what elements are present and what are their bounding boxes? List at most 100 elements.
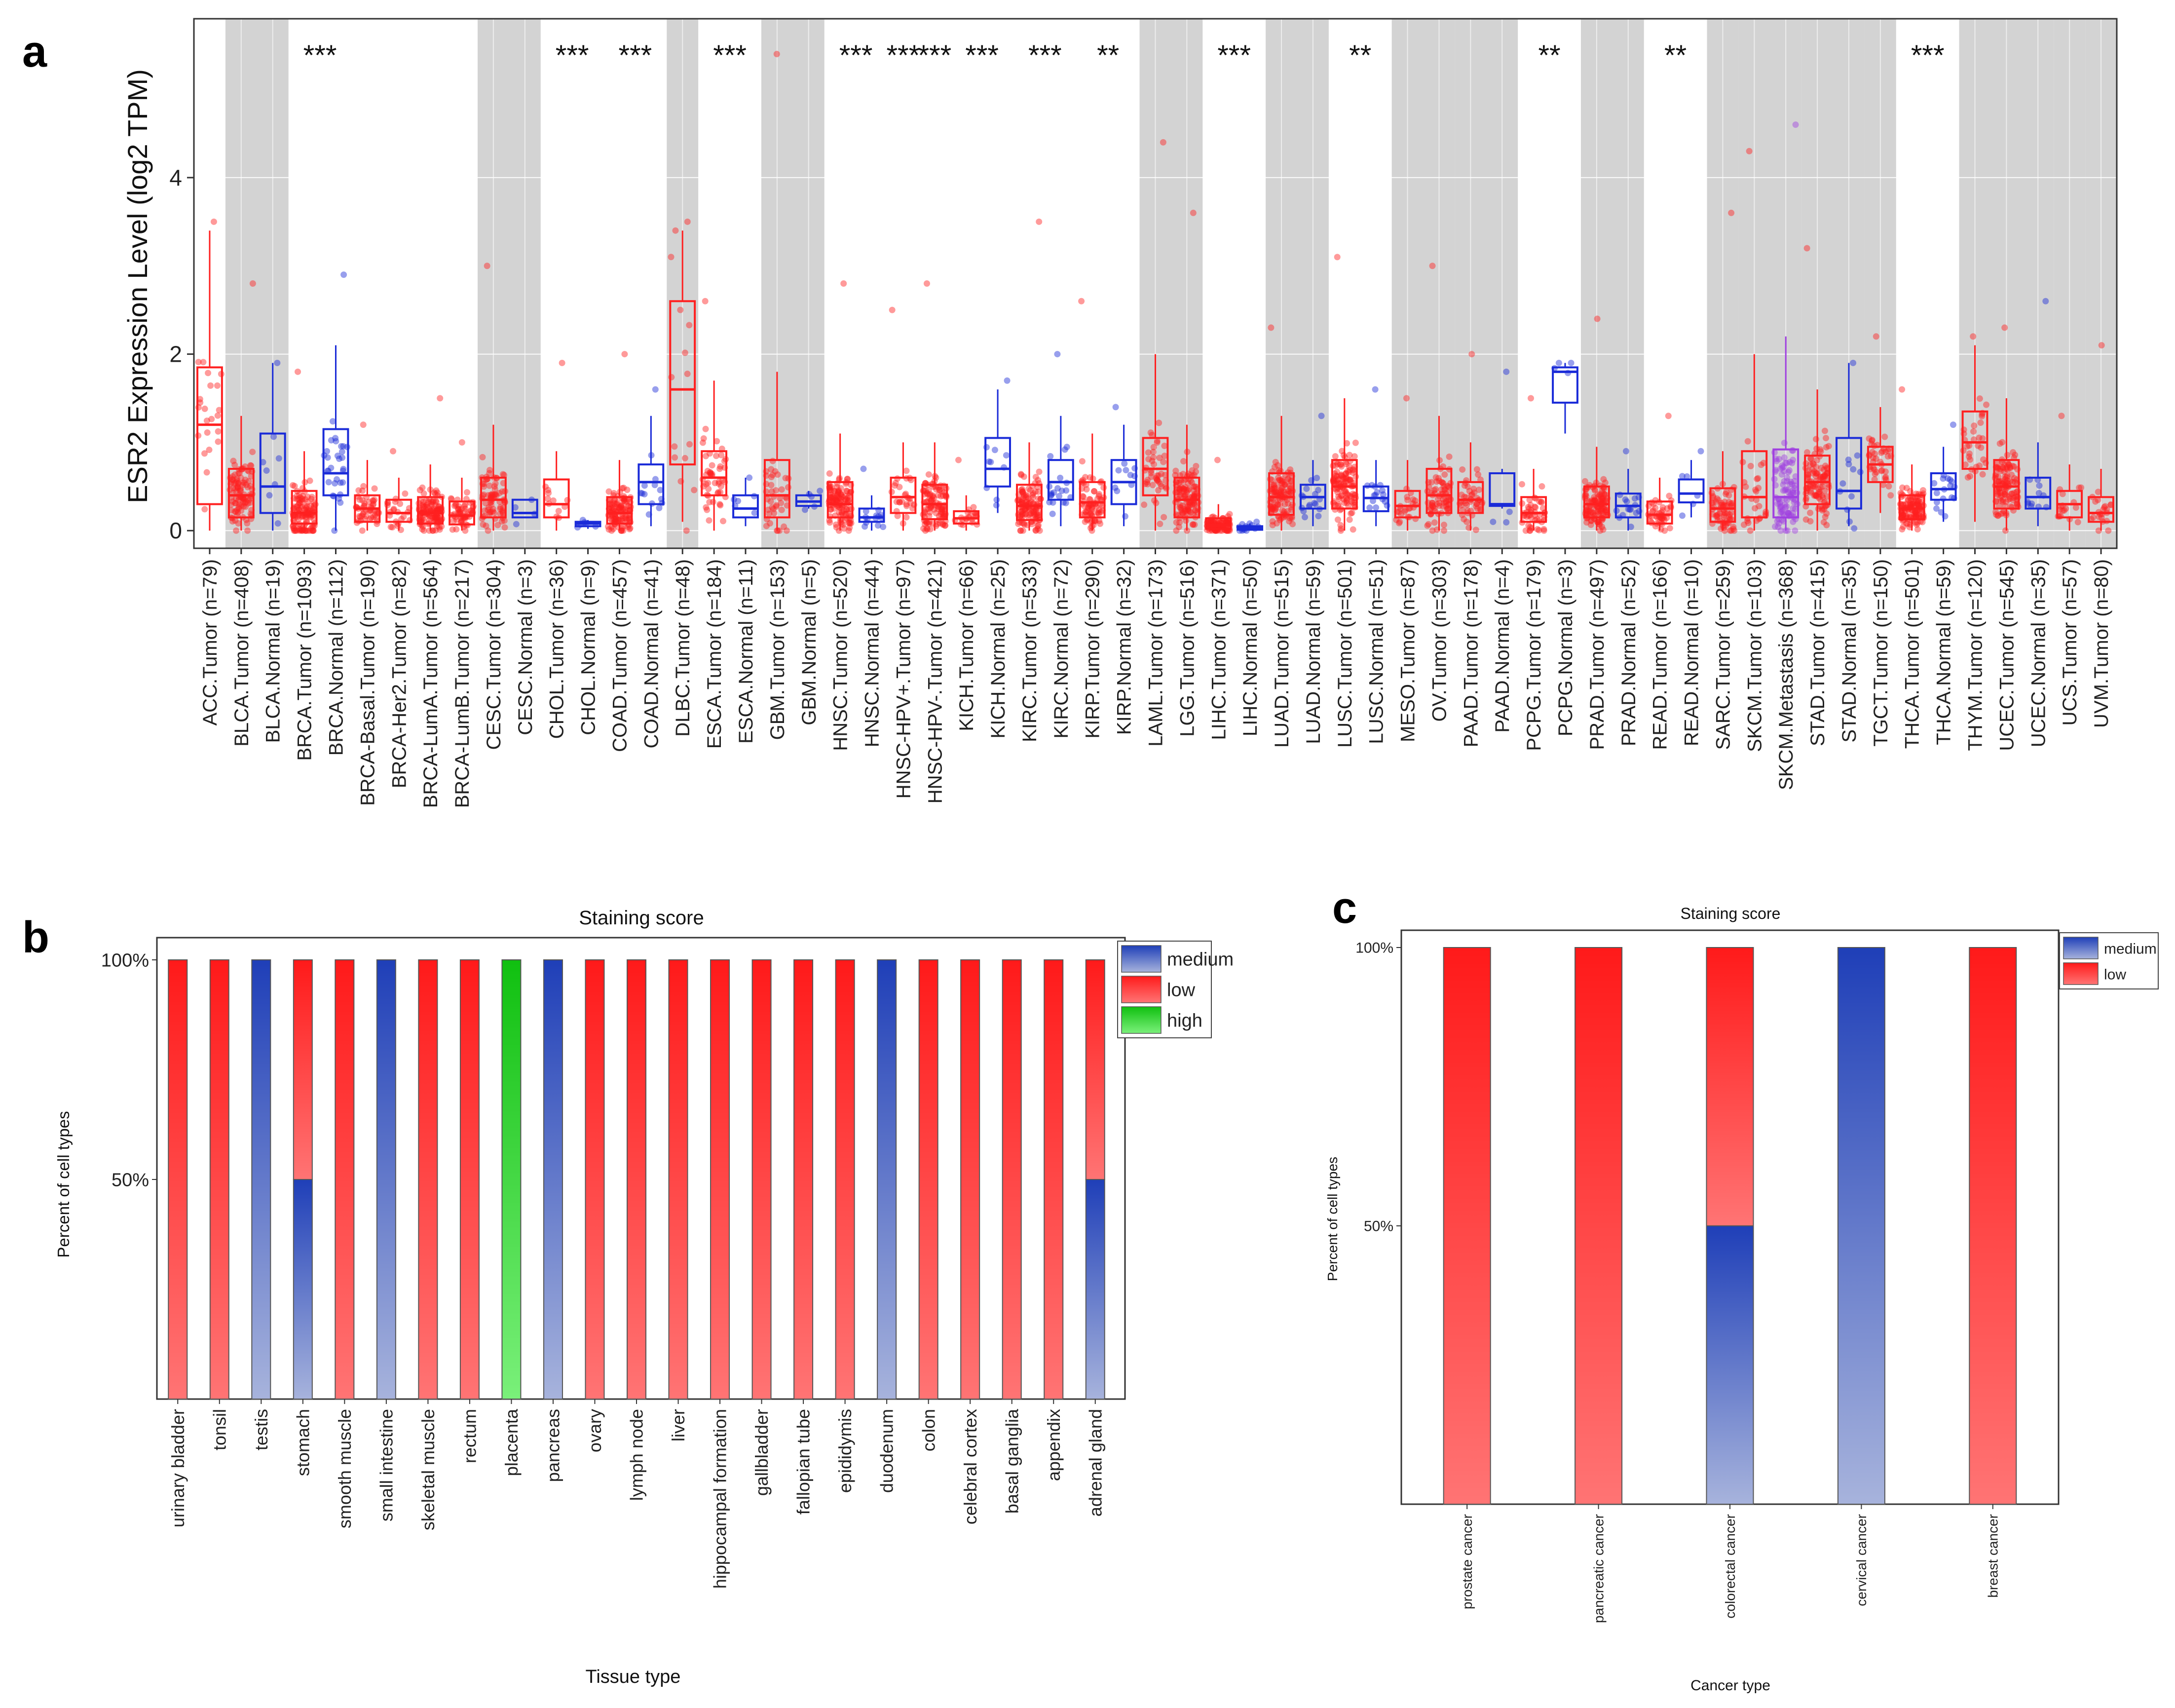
data-point — [1224, 519, 1231, 526]
x-tick-label: LIHC.Tumor (n=371) — [1208, 559, 1230, 740]
data-point — [1809, 470, 1816, 477]
data-point — [1185, 504, 1192, 511]
data-point — [1531, 503, 1538, 510]
data-point — [390, 505, 397, 512]
data-point — [1940, 475, 1947, 482]
data-point — [1063, 444, 1070, 451]
data-point — [773, 503, 780, 510]
x-tick-label: liver — [668, 1409, 688, 1442]
data-point — [1145, 455, 1152, 462]
data-point — [310, 523, 317, 530]
data-point — [626, 516, 633, 523]
data-point — [1528, 514, 1535, 521]
data-point — [486, 470, 493, 477]
x-tick-label: LGG.Tumor (n=516) — [1176, 559, 1198, 737]
data-point — [302, 514, 309, 521]
x-tick-label: BRCA-LumA.Tumor (n=564) — [420, 559, 442, 808]
data-point — [1281, 481, 1288, 488]
data-point — [245, 497, 252, 504]
data-point — [1470, 486, 1477, 493]
data-point — [1792, 482, 1799, 489]
data-point — [1048, 492, 1055, 498]
data-point — [1020, 510, 1027, 517]
data-point — [1983, 401, 1990, 408]
data-point — [1912, 497, 1919, 504]
data-point — [295, 496, 302, 503]
data-point — [1155, 487, 1162, 493]
data-point — [423, 503, 430, 510]
data-point — [1155, 478, 1162, 485]
data-point — [1148, 473, 1155, 480]
data-point — [709, 462, 715, 469]
data-point — [1661, 517, 1668, 524]
x-tick-label: PAAD.Tumor (n=178) — [1460, 559, 1482, 747]
data-point — [1018, 511, 1025, 518]
data-point — [1534, 526, 1541, 532]
data-point — [903, 502, 910, 509]
data-point — [369, 497, 376, 504]
data-point — [1785, 509, 1792, 516]
data-point — [239, 482, 246, 489]
data-point — [703, 481, 710, 488]
data-point — [1209, 518, 1216, 525]
data-point — [845, 497, 852, 504]
data-point — [1595, 511, 1602, 518]
data-point — [1591, 497, 1598, 504]
panel-b-letter: b — [22, 913, 49, 962]
data-point — [1334, 254, 1341, 261]
data-point — [1463, 501, 1470, 508]
data-point — [1179, 502, 1186, 509]
data-point — [847, 520, 854, 527]
data-point — [1585, 504, 1592, 511]
data-point — [2000, 464, 2007, 471]
significance-mark: *** — [1217, 39, 1251, 72]
data-point — [458, 439, 465, 446]
data-point — [1337, 527, 1344, 534]
data-point — [651, 482, 658, 489]
data-point — [1347, 466, 1353, 473]
data-point — [1063, 487, 1070, 494]
data-point — [766, 510, 773, 517]
data-point — [1149, 457, 1156, 464]
data-point — [1434, 495, 1441, 502]
data-point — [1192, 507, 1199, 514]
data-point — [1431, 487, 1438, 493]
data-point — [1970, 333, 1977, 340]
data-point — [453, 526, 460, 533]
data-point — [1018, 519, 1025, 526]
data-point — [1030, 494, 1037, 501]
data-point — [1595, 493, 1602, 500]
data-point — [430, 497, 437, 504]
data-point — [1003, 452, 1010, 459]
data-point — [1193, 463, 1200, 470]
data-point — [1026, 499, 1033, 506]
data-point — [1274, 501, 1281, 508]
data-point — [497, 510, 504, 517]
data-point — [1905, 509, 1912, 516]
data-point — [1960, 430, 1967, 437]
data-point — [1778, 517, 1785, 524]
data-point — [1178, 507, 1185, 514]
panel-b-x-axis: urinary bladder tonsil testis stomach smooth… — [168, 1399, 1105, 1589]
data-point — [1602, 506, 1609, 513]
data-point — [1315, 513, 1322, 520]
data-point — [717, 489, 724, 495]
data-point — [620, 497, 627, 504]
x-tick-label: hippocampal formation — [710, 1409, 730, 1589]
data-point — [1342, 488, 1349, 494]
data-point — [1813, 470, 1820, 477]
data-point — [1175, 485, 1182, 492]
data-point — [1177, 504, 1184, 511]
data-point — [481, 481, 488, 488]
data-point — [1112, 404, 1119, 411]
data-point — [1187, 471, 1194, 478]
data-point — [1538, 483, 1545, 490]
data-point — [668, 254, 675, 261]
data-point — [308, 527, 315, 534]
data-point — [1526, 505, 1533, 512]
data-point — [1789, 459, 1796, 466]
data-point — [1079, 458, 1086, 465]
x-tick-label: PCPG.Tumor (n=179) — [1523, 559, 1545, 751]
data-point — [1061, 446, 1068, 453]
data-point — [203, 418, 210, 424]
